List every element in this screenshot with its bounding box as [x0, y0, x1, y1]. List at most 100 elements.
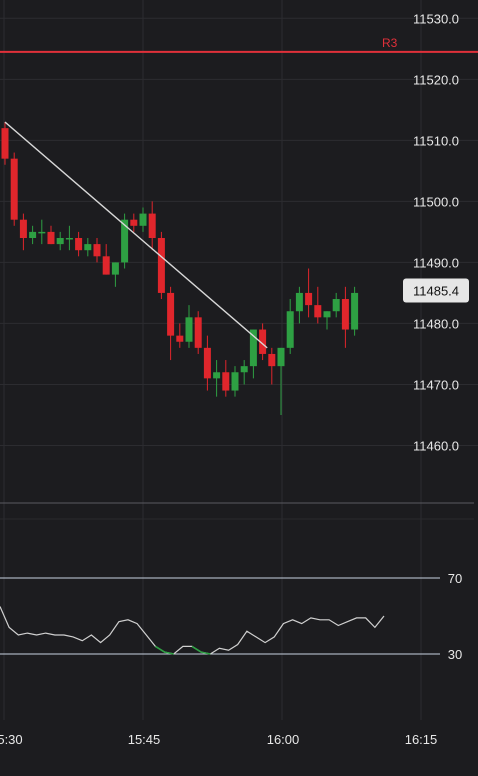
candle-body — [203, 347, 211, 379]
candle[interactable] — [93, 238, 101, 263]
time-tick-label: 15:45 — [128, 732, 161, 747]
price-tick-label: 11520.0 — [413, 72, 459, 87]
candle-body — [111, 262, 119, 275]
candle[interactable] — [286, 299, 294, 354]
candle[interactable] — [203, 335, 211, 391]
candle-body — [185, 317, 193, 342]
time-tick-label: 5:30 — [0, 732, 23, 747]
oscillator-level-label: 30 — [448, 647, 462, 662]
candle[interactable] — [305, 268, 313, 318]
candle[interactable] — [139, 207, 147, 232]
candle-body — [314, 305, 322, 318]
price-tick-label: 11530.0 — [413, 11, 459, 26]
candle[interactable] — [222, 360, 230, 397]
price-tick-label: 11480.0 — [413, 316, 459, 331]
candle-body — [222, 372, 230, 391]
candle[interactable] — [157, 231, 165, 300]
candle-body — [249, 329, 257, 367]
candle[interactable] — [176, 323, 184, 348]
candle-body — [93, 244, 101, 257]
candle[interactable] — [295, 286, 303, 324]
oscillator-level-label: 70 — [448, 571, 462, 586]
candle[interactable] — [102, 244, 110, 275]
candle[interactable] — [47, 225, 55, 245]
candle[interactable] — [268, 347, 276, 385]
candle[interactable] — [19, 213, 27, 251]
price-axis[interactable]: 11530.0 11520.0 11510.0 11500.0 11490.0 … — [413, 11, 459, 453]
candle[interactable] — [38, 219, 46, 245]
trendline[interactable] — [4, 121, 268, 349]
time-tick-label: 16:15 — [405, 732, 438, 747]
price-tick-label: 11500.0 — [413, 194, 459, 209]
candle-body — [121, 219, 129, 263]
candle[interactable] — [10, 152, 18, 226]
candle[interactable] — [194, 311, 202, 354]
candle-body — [38, 231, 46, 234]
candle[interactable] — [84, 238, 92, 257]
oscillator-pane[interactable]: 70 30 — [0, 571, 462, 662]
candle[interactable] — [259, 323, 267, 361]
candle-body — [332, 299, 340, 312]
oscillator-oversold-segment — [191, 645, 202, 653]
last-price-value: 11485.4 — [413, 283, 459, 298]
price-tick-label: 11460.0 — [413, 438, 459, 453]
time-tick-label: 16:00 — [267, 732, 300, 747]
candle-body — [167, 292, 175, 336]
candle-body — [139, 213, 147, 226]
last-price-box — [403, 278, 469, 303]
candle-body — [19, 219, 27, 238]
candle[interactable] — [323, 311, 331, 330]
candle[interactable] — [231, 366, 239, 397]
oscillator-oversold-segment — [200, 651, 211, 655]
candle[interactable] — [65, 225, 73, 251]
last-price-marker: 11485.4 — [403, 278, 469, 303]
candle[interactable] — [351, 286, 359, 336]
candle[interactable] — [121, 213, 129, 269]
candle[interactable] — [75, 231, 83, 257]
candle[interactable] — [130, 213, 138, 232]
candle-body — [240, 366, 248, 373]
candle-body — [47, 231, 55, 245]
candle[interactable] — [148, 201, 156, 251]
candle[interactable] — [167, 286, 175, 361]
candle-body — [65, 238, 73, 240]
candle-body — [157, 238, 165, 293]
candle-body — [130, 219, 138, 226]
candle[interactable] — [341, 286, 349, 348]
candle-body — [10, 158, 18, 220]
candle[interactable] — [29, 225, 37, 245]
candle[interactable] — [1, 122, 9, 165]
oscillator-oversold-segment — [164, 651, 174, 655]
candle[interactable] — [185, 305, 193, 348]
candle-body — [176, 335, 184, 342]
candle-body — [323, 311, 331, 318]
candle-body — [231, 372, 239, 391]
candle-body — [341, 299, 349, 330]
candle[interactable] — [111, 262, 119, 287]
candle[interactable] — [213, 360, 221, 397]
candle-body — [351, 292, 359, 330]
candle-body — [56, 238, 64, 245]
candle-body — [194, 317, 202, 348]
candle[interactable] — [277, 347, 285, 415]
candle[interactable] — [332, 292, 340, 318]
candlestick-series[interactable] — [1, 122, 359, 415]
time-axis[interactable]: 5:30 15:45 16:00 16:15 — [0, 732, 437, 747]
candle[interactable] — [249, 329, 257, 379]
candle-body — [286, 311, 294, 348]
candle[interactable] — [240, 360, 248, 385]
price-tick-label: 11490.0 — [413, 255, 459, 270]
candle-body — [75, 238, 83, 251]
candle-body — [277, 347, 285, 367]
candle-body — [148, 213, 156, 238]
candle-body — [84, 244, 92, 251]
candle-body — [268, 353, 276, 367]
candle-body — [29, 231, 37, 238]
candle-body — [1, 128, 9, 159]
candle[interactable] — [314, 286, 322, 324]
candle[interactable] — [56, 231, 64, 251]
price-tick-label: 11470.0 — [413, 377, 459, 392]
r3-label: R3 — [382, 36, 398, 50]
